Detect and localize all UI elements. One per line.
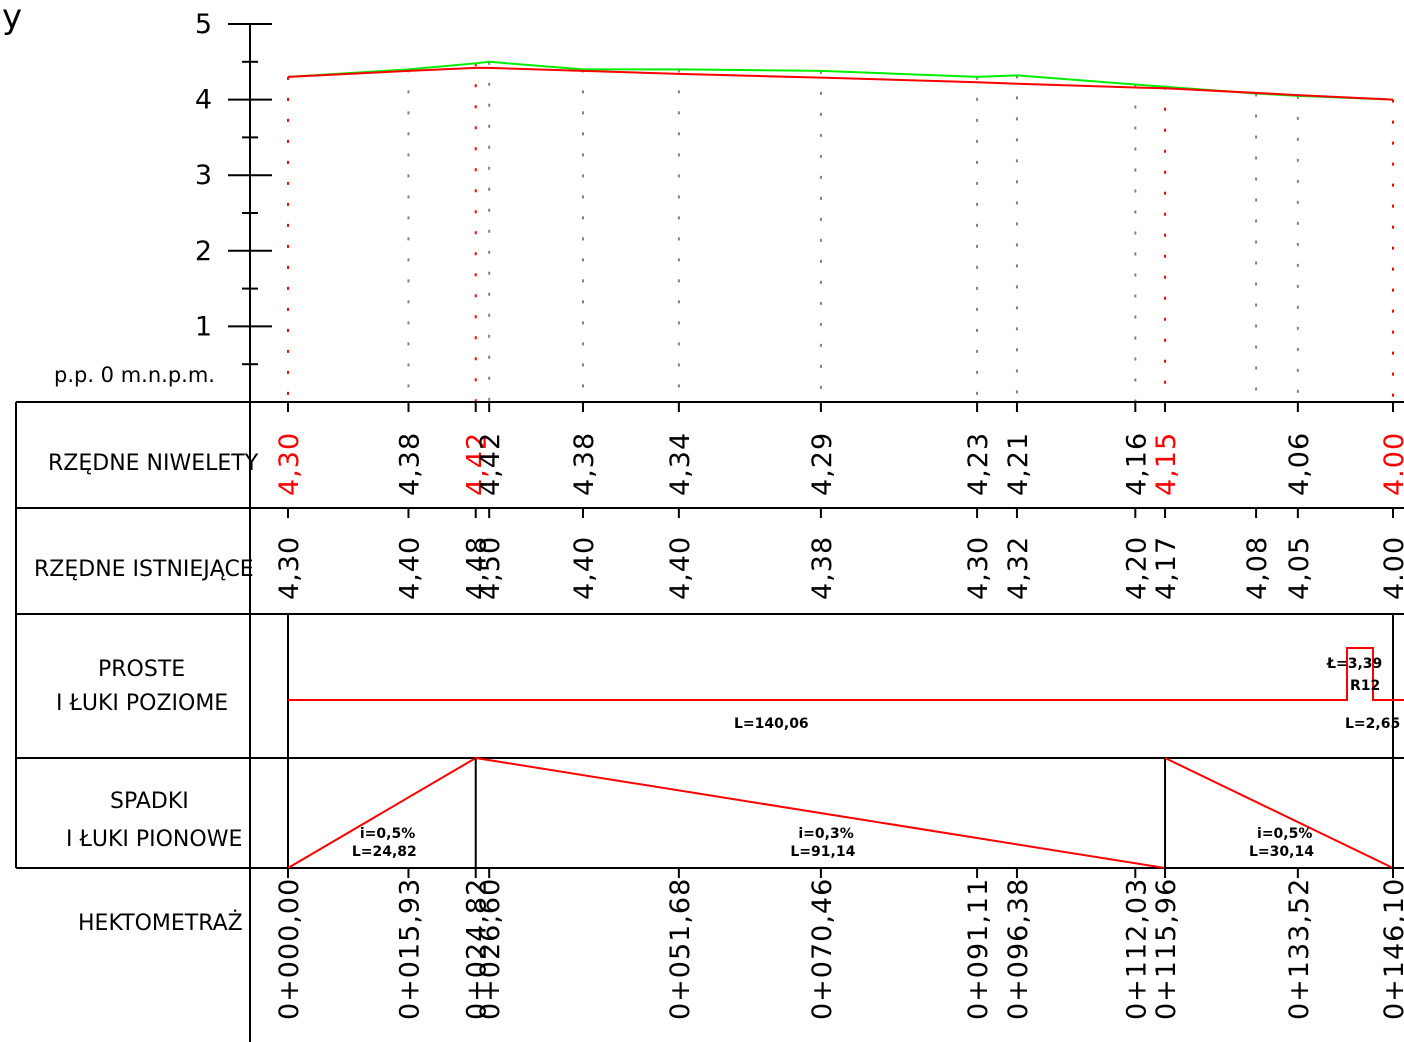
straight-length-label: L=140,06 — [734, 716, 809, 732]
station-value: 0+146,10 — [1379, 878, 1404, 1020]
end-length-label: L=2,65 — [1345, 716, 1400, 732]
grade-length: L=30,14 — [1249, 844, 1314, 860]
istniejaca-value: 4,30 — [963, 536, 994, 600]
grade-value: i=0,3% — [798, 826, 853, 842]
station-value: 0+024,82 — [462, 878, 493, 1020]
row-label-niwelety: RZĘDNE NIWELETY — [48, 451, 259, 476]
row-label-luki-poziome: I ŁUKI POZIOME — [56, 691, 228, 716]
station-value: 0+133,52 — [1284, 878, 1315, 1020]
grade-segment — [1164, 757, 1394, 869]
istniejaca-value: 4,08 — [1242, 536, 1273, 600]
row-label-hektometraz: HEKTOMETRAŻ — [78, 910, 243, 936]
y-tick-label: 4 — [195, 85, 212, 116]
istniejaca-value: 4,17 — [1151, 536, 1182, 600]
istniejaca-value: 4,30 — [274, 536, 305, 600]
station-value: 0+091,11 — [963, 878, 994, 1020]
niweleta-value: 4,29 — [807, 432, 838, 496]
arc-radius-label: R12 — [1350, 678, 1380, 694]
row-vertical-alignment: i=0,5% L=24,82 i=0,3% L=91,14 i=0,5% L=30,14 — [287, 757, 1394, 869]
niweleta-value: 4,21 — [1003, 432, 1034, 496]
y-axis-name: y — [2, 0, 22, 37]
niweleta-value: 4,34 — [665, 432, 696, 496]
y-tick-label: 2 — [195, 236, 212, 267]
istniejaca-value: 4,32 — [1003, 536, 1034, 600]
istniejaca-value: 4,48 — [462, 536, 493, 600]
row-hektometraz: 0+000,00 0+015,93 0+024,820+026,60 0+051,68… — [274, 868, 1404, 1020]
grade-length: L=24,82 — [352, 844, 417, 860]
grade-value: i=0,5% — [360, 826, 415, 842]
horizontal-alignment-line — [288, 647, 1404, 701]
grade-segment — [287, 757, 477, 869]
station-value: 0+096,38 — [1003, 878, 1034, 1020]
niweleta-value: 4,42 — [475, 432, 506, 496]
istniejaca-value: 4.00 — [1379, 536, 1404, 600]
datum-label: p.p. 0 m.n.p.m. — [54, 363, 215, 387]
y-tick-label: 3 — [195, 160, 212, 191]
istniejaca-value: 4,50 — [475, 536, 506, 600]
grade-value: i=0,5% — [1257, 826, 1312, 842]
station-value: 0+115,96 — [1151, 878, 1182, 1020]
istniejaca-value: 4,40 — [665, 536, 696, 600]
row-label-proste: PROSTE — [98, 657, 185, 682]
niweleta-value: 4.00 — [1379, 432, 1404, 496]
niweleta-value: 4,16 — [1121, 432, 1152, 496]
grade-segment — [475, 757, 1166, 869]
row-label-luki-pionowe: I ŁUKI PIONOWE — [66, 827, 242, 852]
station-value: 0+051,68 — [665, 878, 696, 1020]
istniejaca-value: 4,20 — [1121, 536, 1152, 600]
istniejaca-value: 4,38 — [807, 536, 838, 600]
y-axis-ticks: 1 2 3 4 5 — [195, 9, 272, 366]
niweleta-value: 4,42 — [462, 432, 493, 496]
row-niwelety: 4,30 4,38 4,424,42 4,38 4,34 4,29 4,23 4,21 4,16… — [274, 402, 1404, 496]
niweleta-value: 4,06 — [1284, 432, 1315, 496]
niweleta-value: 4,38 — [394, 432, 425, 496]
row-label-spadki: SPADKI — [110, 789, 189, 814]
niweleta-value: 4,23 — [963, 432, 994, 496]
design-grade-line — [287, 66, 1394, 101]
y-tick-label: 5 — [195, 9, 212, 40]
arc-length-label: Ł=3,39 — [1326, 656, 1382, 672]
row-istniejace: 4,30 4,40 4,484,50 4,40 4,40 4,38 4,30 4,32 4,20… — [274, 508, 1404, 600]
istniejaca-value: 4,05 — [1284, 536, 1315, 600]
row-horizontal-alignment: L=140,06 Ł=3,39 R12 L=2,65 — [287, 614, 1404, 868]
station-value: 0+070,46 — [807, 878, 838, 1020]
y-tick-label: 1 — [195, 311, 212, 342]
station-value: 0+112,03 — [1121, 878, 1152, 1020]
istniejaca-value: 4,40 — [394, 536, 425, 600]
niweleta-value: 4,15 — [1151, 432, 1182, 496]
niweleta-value: 4,30 — [274, 432, 305, 496]
station-value: 0+015,93 — [394, 878, 425, 1020]
grade-length: L=91,14 — [790, 844, 855, 860]
profile-area — [287, 60, 1394, 402]
row-label-istniejace: RZĘDNE ISTNIEJĄCE — [34, 557, 254, 582]
existing-terrain-line — [287, 60, 1394, 101]
niweleta-value: 4,38 — [569, 432, 600, 496]
y-axis: y 1 2 3 4 5 p.p. 0 m.n.p.m. — [2, 0, 272, 404]
istniejaca-value: 4,40 — [569, 536, 600, 600]
station-value: 0+000,00 — [274, 878, 305, 1020]
table-frame — [15, 401, 1404, 1042]
station-value: 0+026,60 — [475, 878, 506, 1020]
